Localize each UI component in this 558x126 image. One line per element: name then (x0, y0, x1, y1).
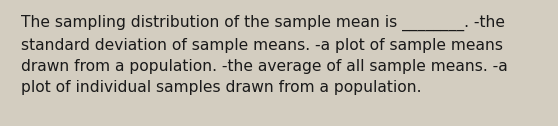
Text: The sampling distribution of the sample mean is ________. -the
standard deviatio: The sampling distribution of the sample … (21, 15, 508, 95)
